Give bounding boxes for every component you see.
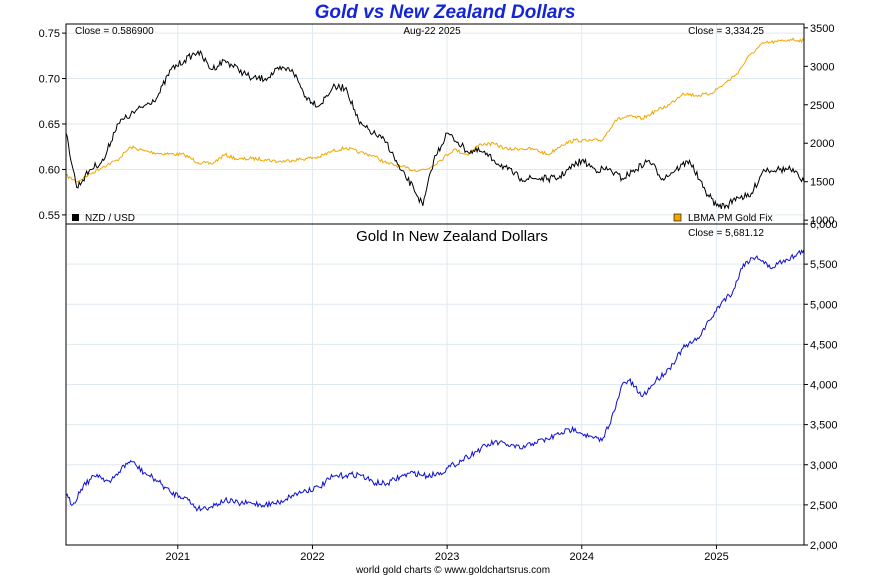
y-right-top-tick-label-3000: 3000 [810,61,834,73]
y-left-tick-label-0.60: 0.60 [39,164,60,176]
legend-label-nzd: NZD / USD [85,213,135,224]
gold-fix-line [65,37,805,183]
y-right-top-tick-label-2000: 2000 [810,138,834,150]
y-right-top-tick-label-2500: 2500 [810,100,834,112]
top-date-label: Aug-22 2025 [403,26,461,37]
bottom-right-close: Close = 5,681.12 [688,228,764,239]
y-right-bottom-tick-label-4,000: 4,000 [810,380,838,392]
axes-layer: 2021 2022 2023 2024 2025 0.55 0.60 0.65 0.70 0.75… [39,23,838,563]
footer-credit: world gold charts © www.goldchartsrus.co… [355,565,550,575]
x-tick-label-2022: 2022 [300,551,324,563]
y-right-bottom-tick-label-2,000: 2,000 [810,540,838,552]
x-tick-label-2021: 2021 [166,551,190,563]
x-tick-label-2023: 2023 [435,551,459,563]
legend-swatch-nzd [72,214,79,221]
top-left-close: Close = 0.586900 [75,26,154,37]
top-right-close: Close = 3,334.25 [688,26,764,37]
bottom-panel-grid [66,223,804,546]
y-right-top-tick-label-1500: 1500 [810,177,834,189]
y-left-tick-label-0.65: 0.65 [39,119,60,131]
y-right-top-tick-label-1000: 1000 [810,215,834,227]
y-left-tick-label-0.55: 0.55 [39,210,60,222]
legend-label-gold-fix: LBMA PM Gold Fix [688,213,772,224]
y-right-bottom-tick-label-3,500: 3,500 [810,420,838,432]
y-right-bottom-tick-label-2,500: 2,500 [810,500,838,512]
y-left-tick-label-0.75: 0.75 [39,28,60,40]
y-right-bottom-tick-label-5,500: 5,500 [810,259,838,271]
top-panel-grid [66,24,804,224]
y-right-bottom-tick-label-4,500: 4,500 [810,339,838,351]
legend-swatch-gold-fix [673,213,682,222]
y-right-top-tick-label-3500: 3500 [810,23,834,35]
y-right-bottom-tick-label-6,000: 6,000 [810,219,838,231]
y-left-tick-label-0.70: 0.70 [39,74,60,86]
nzd-usd-line [65,49,805,210]
y-right-bottom-tick-label-3,000: 3,000 [810,460,838,472]
x-tick-label-2024: 2024 [570,551,594,563]
series-layer [65,37,805,512]
bottom-panel-title: Gold In New Zealand Dollars [356,228,548,245]
y-right-bottom-tick-label-5,000: 5,000 [810,299,838,311]
x-tick-label-2025: 2025 [704,551,728,563]
chart-title: Gold vs New Zealand Dollars [314,2,576,23]
gold-nzd-line [65,249,805,512]
